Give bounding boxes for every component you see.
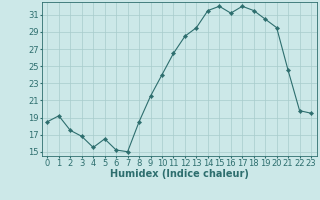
X-axis label: Humidex (Indice chaleur): Humidex (Indice chaleur) — [110, 169, 249, 179]
